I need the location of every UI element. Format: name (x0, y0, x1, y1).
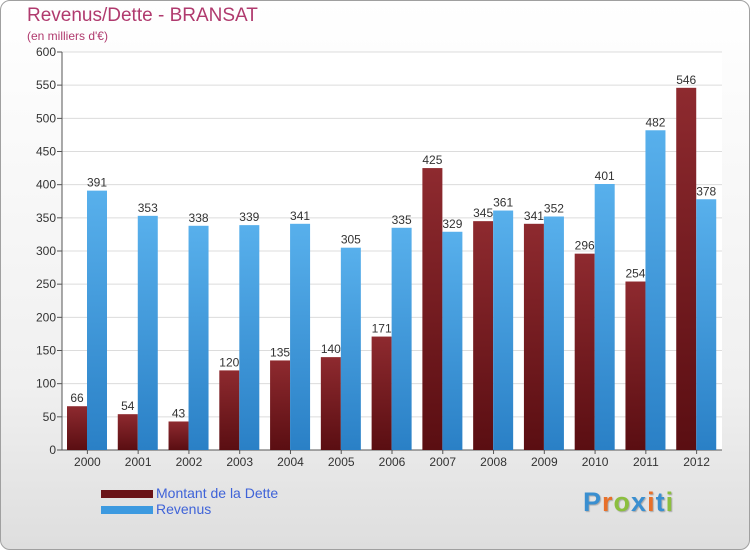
data-label-dette-2012: 546 (676, 73, 696, 87)
y-tick-label: 0 (49, 443, 56, 457)
data-label-dette-2005: 140 (321, 342, 341, 356)
data-label-dette-2010: 296 (575, 239, 595, 253)
bar-revenus-2004 (290, 223, 311, 450)
bar-dette-2009 (523, 223, 544, 450)
data-label-dette-2008: 345 (473, 206, 493, 220)
y-tick-label: 100 (36, 377, 56, 391)
bar-revenus-2001 (137, 215, 158, 450)
x-tick-label-2004: 2004 (277, 455, 304, 469)
bar-dette-2010 (574, 253, 595, 450)
logo-letter: r (602, 487, 614, 517)
bar-dette-2008 (473, 221, 494, 450)
x-tick-label-2011: 2011 (633, 455, 659, 469)
logo-letter: o (613, 487, 632, 517)
x-tick-label-2000: 2000 (74, 455, 101, 469)
y-tick-label: 550 (36, 78, 56, 92)
data-label-dette-2002: 43 (172, 406, 186, 420)
legend-swatch-dette (101, 490, 153, 498)
data-label-revenus-2001: 353 (138, 201, 158, 215)
bar-dette-2000 (67, 406, 87, 450)
y-tick-label: 400 (36, 178, 56, 192)
bar-dette-2011 (625, 281, 646, 450)
bars (67, 87, 717, 451)
chart-title: Revenus/Dette - BRANSAT (27, 5, 258, 26)
y-tick-label: 50 (43, 410, 57, 424)
x-tick-label-2005: 2005 (328, 455, 355, 469)
bar-dette-2002 (168, 421, 189, 450)
bar-revenus-2005 (340, 247, 361, 450)
x-tick-label-2010: 2010 (582, 455, 609, 469)
x-tick-label-2007: 2007 (429, 455, 456, 469)
bar-revenus-2003 (239, 225, 260, 450)
x-tick-label-2002: 2002 (176, 455, 203, 469)
y-tick-label: 350 (36, 211, 56, 225)
bar-revenus-2007 (442, 231, 463, 450)
y-tick-label: 150 (36, 344, 56, 358)
data-label-revenus-2011: 482 (645, 115, 665, 129)
x-tick-label-2008: 2008 (480, 455, 507, 469)
data-label-revenus-2005: 305 (341, 233, 361, 247)
data-label-revenus-2008: 361 (493, 196, 513, 210)
data-label-revenus-2000: 391 (87, 176, 107, 190)
y-tick-label: 200 (36, 310, 56, 324)
bar-revenus-2012 (696, 199, 717, 450)
data-label-dette-2001: 54 (121, 399, 135, 413)
bar-revenus-2000 (87, 190, 107, 451)
x-tick-label-2009: 2009 (531, 455, 558, 469)
data-label-dette-2006: 171 (372, 322, 392, 336)
data-label-dette-2007: 425 (422, 153, 442, 167)
proxiti-logo: Proxiti (583, 487, 674, 518)
bar-revenus-2006 (391, 227, 412, 450)
logo-letter: i (665, 487, 675, 517)
data-label-dette-2003: 120 (219, 355, 239, 369)
bar-dette-2007 (422, 168, 443, 451)
x-tick-label-2001: 2001 (125, 455, 152, 469)
logo-letter: x (631, 487, 648, 517)
data-label-revenus-2012: 378 (696, 184, 716, 198)
bar-revenus-2008 (493, 210, 514, 450)
labels: 0 50 100 150 200 250 300 350 400 450 500 550 600 66 39… (36, 45, 717, 469)
legend-label-dette: Montant de la Dette (156, 485, 279, 501)
y-tick-label: 600 (36, 45, 56, 59)
legend-swatch-revenus (101, 506, 153, 514)
data-label-revenus-2006: 335 (392, 213, 412, 227)
y-tick-label: 450 (36, 145, 56, 159)
y-tick-label: 300 (36, 244, 56, 258)
logo-letter: P (583, 487, 603, 517)
data-label-dette-2011: 254 (625, 267, 645, 281)
data-label-dette-2000: 66 (70, 391, 84, 405)
data-label-dette-2004: 135 (270, 345, 290, 359)
bar-dette-2001 (117, 414, 138, 450)
data-label-revenus-2002: 338 (189, 211, 209, 225)
bar-dette-2006 (371, 336, 392, 450)
logo-letter: t (655, 487, 666, 517)
data-label-revenus-2004: 341 (290, 209, 310, 223)
logo-letter: i (647, 487, 656, 517)
bar-revenus-2010 (594, 184, 615, 450)
x-tick-label-2003: 2003 (226, 455, 253, 469)
data-label-revenus-2003: 339 (239, 210, 259, 224)
data-label-revenus-2009: 352 (544, 202, 564, 216)
bar-dette-2012 (676, 87, 697, 450)
bar-revenus-2011 (645, 130, 666, 451)
data-label-dette-2009: 341 (524, 209, 544, 223)
legend-label-revenus: Revenus (156, 501, 212, 517)
bar-dette-2005 (320, 357, 341, 450)
data-label-revenus-2007: 329 (442, 217, 462, 231)
bar-dette-2003 (219, 370, 240, 450)
bar-revenus-2009 (543, 216, 564, 450)
x-tick-label-2012: 2012 (683, 455, 710, 469)
y-tick-label: 250 (36, 277, 56, 291)
data-label-revenus-2010: 401 (595, 169, 615, 183)
x-tick-label-2006: 2006 (379, 455, 406, 469)
chart-subtitle: (en milliers d'€) (27, 29, 108, 43)
bar-revenus-2002 (188, 225, 209, 450)
bar-dette-2004 (270, 360, 291, 450)
y-tick-label: 500 (36, 111, 56, 125)
